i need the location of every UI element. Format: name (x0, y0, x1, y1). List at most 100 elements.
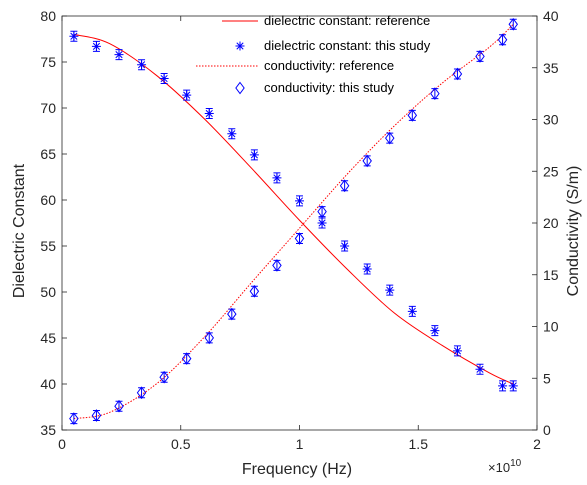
legend-entry: dielectric constant: reference (222, 13, 430, 28)
y-right-tick-label: 20 (543, 215, 559, 231)
conductivity-study-point (91, 409, 102, 422)
y-left-tick-label: 65 (40, 146, 56, 162)
dielectric-study-point (430, 326, 440, 336)
dielectric-study-point (114, 50, 124, 60)
x-tick-label: 1.5 (409, 436, 429, 452)
error-bar (250, 285, 258, 297)
error-bar (296, 233, 303, 245)
dielectric-study-point (227, 129, 237, 139)
conductivity-study-point (227, 307, 237, 321)
y-left-tick-label: 40 (40, 376, 56, 392)
dielectric-study-point (317, 218, 327, 228)
dielectric-study-point (69, 31, 79, 41)
y-right-tick-label: 10 (543, 319, 559, 335)
error-bar (318, 206, 326, 218)
conductivity-study-point (159, 370, 169, 384)
series-blue-diamond-errorbar (69, 17, 518, 425)
legend-entry: conductivity: this study (235, 80, 395, 95)
dielectric-study-point (272, 173, 282, 183)
x-tick-label: 0.5 (171, 436, 191, 452)
x-tick-label: 0 (58, 436, 66, 452)
dielectric-study-point (159, 74, 169, 84)
dielectric-study-point (204, 109, 214, 119)
legend-label: conductivity: reference (264, 58, 394, 73)
conductivity-study-point (69, 412, 79, 425)
conductivity-study-point (317, 205, 327, 218)
conductivity-study-point (181, 352, 192, 365)
dielectric-study-point (362, 264, 372, 274)
y-left-tick-label: 55 (40, 238, 56, 254)
y-right-tick-label: 30 (543, 112, 559, 128)
error-bar (160, 371, 168, 383)
error-bar (499, 34, 507, 46)
dielectric-study-point (91, 41, 101, 51)
y-right-tick-label: 35 (543, 60, 559, 76)
conductivity-study-point (362, 154, 372, 168)
series-solid-red-line (73, 33, 514, 385)
legend-label: conductivity: this study (264, 80, 395, 95)
conductivity-study-point (452, 67, 463, 81)
conductivity-study-point (385, 131, 395, 145)
dielectric-study-point (475, 364, 485, 374)
x-axis-multiplier-base: ×10 (488, 460, 510, 475)
conductivity-study-point (136, 386, 147, 400)
conductivity-study-point (497, 33, 508, 47)
legend-entry: conductivity: reference (196, 58, 394, 73)
legend-label: dielectric constant: reference (264, 13, 430, 28)
y-left-tick-label: 70 (40, 100, 56, 116)
dielectric-study-point (249, 150, 259, 160)
x-tick-label: 2 (533, 436, 541, 452)
y-left-tick-label: 80 (40, 8, 56, 24)
conductivity-study-point (204, 331, 214, 345)
x-axis-multiplier: ×1010 (488, 458, 522, 475)
series-blue-star-errorbar (69, 30, 518, 392)
y-right-tick-label: 0 (543, 422, 551, 438)
y-right-tick-label: 15 (543, 267, 559, 283)
conductivity-study-point (294, 232, 305, 245)
error-bar (70, 413, 78, 425)
y-axis-right-title: Conductivity (S/m) (565, 166, 582, 297)
dielectric-study-point (407, 306, 417, 316)
axes: 0 0.5 1 1.5 2 35 40 45 50 55 60 65 70 75 80 0 5 10 15 20 25 3… (40, 8, 558, 452)
dielectric-study-point (385, 285, 395, 295)
axes-box (61, 15, 538, 431)
conductivity-study-point (339, 179, 350, 193)
dielectric-study-point (182, 90, 192, 100)
plot-area (69, 17, 518, 425)
y-axis-left-title: Dielectric Constant (11, 163, 28, 298)
conductivity-study-point (475, 50, 485, 63)
conductivity-study-point (114, 399, 124, 413)
legend-label: dielectric constant: this study (264, 38, 431, 53)
error-bar (431, 88, 439, 100)
legend-star-marker (235, 41, 245, 51)
error-bar (386, 132, 394, 144)
legend-diamond-marker (235, 81, 245, 95)
conductivity-study-point (249, 284, 260, 298)
conductivity-study-point (272, 259, 282, 272)
error-bar (509, 18, 517, 30)
error-bar (273, 259, 281, 271)
conductivity-study-point (407, 109, 418, 122)
dielectric-reference-line (73, 33, 514, 385)
dielectric-study-point (452, 346, 462, 356)
x-axis-multiplier-exponent: 10 (510, 458, 522, 469)
error-bar (476, 50, 484, 62)
y-left-tick-label: 50 (40, 284, 56, 300)
dielectric-study-point (340, 241, 350, 251)
legend-entry: dielectric constant: this study (235, 38, 431, 53)
error-bar (341, 180, 349, 192)
y-left-tick-label: 75 (40, 54, 56, 70)
y-left-tick-label: 35 (40, 422, 56, 438)
conductivity-study-point (430, 87, 440, 100)
y-right-tick-label: 25 (543, 163, 559, 179)
x-axis-title: Frequency (Hz) (242, 461, 352, 478)
dielectric-study-point (295, 196, 304, 206)
y-left-tick-label: 60 (40, 192, 56, 208)
legend: dielectric constant: reference dielectric… (196, 13, 431, 95)
y-right-tick-label: 5 (543, 370, 551, 386)
y-left-tick-label: 45 (40, 330, 56, 346)
error-bar (363, 155, 371, 167)
dielectric-study-point (508, 381, 518, 391)
x-tick-label: 1 (296, 436, 304, 452)
